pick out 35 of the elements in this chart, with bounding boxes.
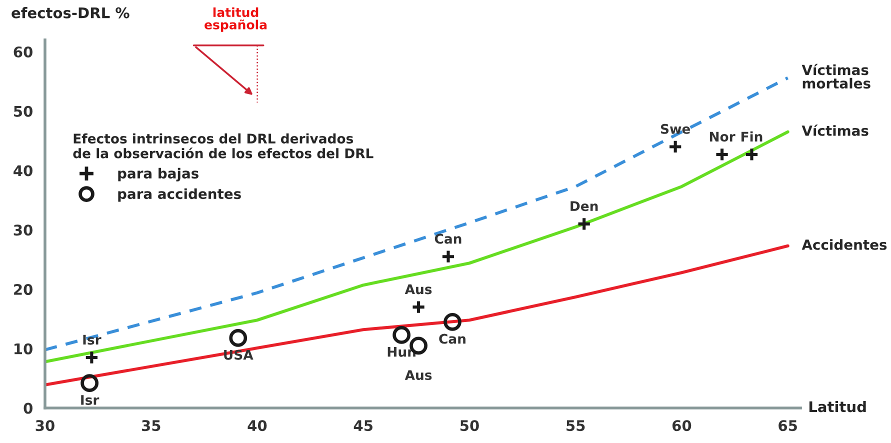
x-axis-title: Latitud [809,400,866,412]
x-tick-label: 45 [354,420,372,432]
y-tick-label: 50 [14,106,32,117]
annotation: Isr [83,334,102,345]
annotation: Fin [741,131,762,142]
x-tick-label: 35 [142,420,160,432]
legend-title: Efectos intrinsecos del DRL derivados de la observación de los efectos del DRL [73,133,374,158]
x-tick-label: 40 [248,420,267,432]
x-tick-label: 65 [778,420,797,432]
y-tick-label: 60 [14,46,32,58]
legend-label: para bajas [118,168,198,182]
series-label: Víctimas mortales [802,64,870,89]
y-tick-label: 40 [14,165,32,176]
series-label: Víctimas [802,124,868,136]
annotation: Nor [710,132,736,142]
annotation: Can [434,234,462,244]
annotation: USA [224,350,254,360]
text: latitud española [204,7,267,32]
y-tick-label: 0 [24,402,32,414]
annotation: Aus [404,284,432,294]
series-label: Accidentes [802,239,887,250]
x-tick-label: 50 [460,420,479,432]
annotation: Den [570,201,598,212]
x-tick-label: 30 [36,420,54,432]
y-tick-label: 30 [14,224,32,236]
annotation: Isr [81,395,100,405]
annotation: Swe [660,124,690,134]
y-tick-label: 10 [14,343,32,354]
legend-label: para accidentes [118,188,241,202]
annotation: Can [439,334,466,344]
annotation: Aus [404,370,432,380]
x-tick-label: 60 [672,420,692,432]
y-axis-title: efectos-DRL % [12,7,130,18]
x-tick-label: 55 [566,420,585,432]
y-tick-label: 20 [14,284,32,295]
